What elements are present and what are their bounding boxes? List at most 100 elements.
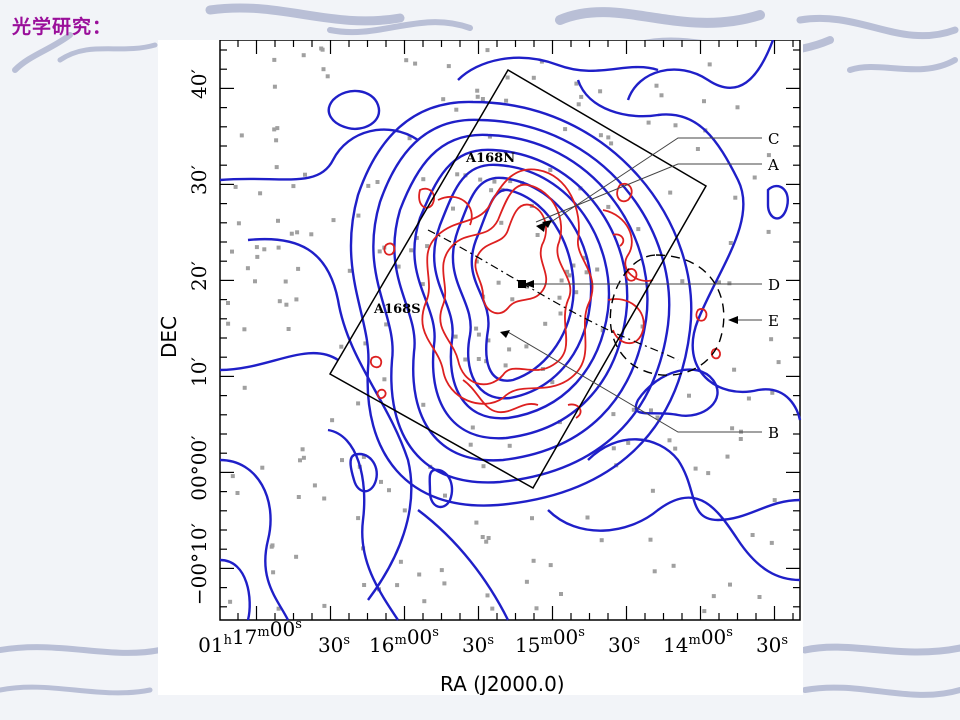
x-tick-label: 16m00s	[369, 625, 439, 657]
galaxy-point	[611, 412, 616, 417]
galaxy-point	[260, 465, 265, 470]
galaxy-point	[732, 367, 737, 372]
galaxy-point	[507, 347, 512, 352]
galaxy-point	[402, 508, 407, 513]
galaxy-point	[331, 218, 336, 223]
xray-contours	[369, 168, 721, 419]
galaxy-point	[524, 344, 529, 349]
galaxy-point	[535, 233, 540, 237]
galaxy-point	[387, 488, 391, 493]
galaxy-point	[226, 321, 231, 326]
galaxy-point	[600, 328, 605, 333]
annotation-label-c: C	[768, 130, 779, 148]
galaxy-point	[728, 241, 733, 245]
galaxy-point	[582, 255, 587, 260]
galaxy-point	[379, 479, 383, 484]
galaxy-point	[286, 327, 291, 331]
galaxy-point	[226, 301, 230, 305]
galaxy-point	[320, 47, 325, 52]
galaxy-point	[454, 107, 459, 112]
y-tick-label: 30′	[187, 165, 211, 195]
galaxy-point	[407, 136, 412, 141]
x-tick-label: 15m00s	[515, 625, 585, 657]
galaxy-point	[598, 133, 603, 138]
galaxy-point	[548, 167, 553, 172]
galaxy-point	[611, 446, 616, 451]
galaxy-point	[420, 282, 425, 287]
galaxy-point	[711, 594, 716, 599]
galaxy-point	[276, 606, 281, 611]
galaxy-point	[475, 88, 480, 93]
galaxy-point	[476, 332, 481, 337]
galaxy-point	[735, 105, 740, 110]
galaxy-point	[384, 322, 389, 327]
galaxy-point	[245, 266, 250, 271]
galaxy-point	[766, 153, 771, 158]
galaxy-point	[648, 537, 653, 542]
y-tick-label: −00°10′	[187, 522, 211, 605]
galaxy-point	[298, 458, 302, 463]
galaxy-point	[474, 326, 479, 331]
galaxy-point	[727, 281, 732, 286]
galaxy-point	[347, 268, 352, 273]
galaxy-point	[550, 380, 555, 385]
galaxy-point	[284, 302, 289, 307]
galaxy-point	[255, 254, 260, 259]
annotation-leaders	[507, 137, 762, 433]
galaxy-point	[770, 390, 775, 395]
x-tick-label: 01h17m00s	[198, 617, 302, 657]
galaxy-point	[294, 554, 299, 559]
galaxy-point	[451, 206, 455, 211]
galaxy-point	[673, 446, 678, 451]
galaxy-point	[480, 535, 485, 539]
galaxy-point	[585, 515, 590, 520]
annotation-label-d: D	[768, 276, 780, 294]
galaxy-point	[702, 99, 706, 104]
galaxy-point	[649, 408, 653, 413]
galaxy-point	[382, 377, 387, 382]
galaxy-point	[558, 311, 563, 316]
galaxy-point	[599, 538, 604, 543]
field-label-north: A168N	[465, 151, 515, 166]
galaxy-point	[606, 204, 611, 209]
galaxy-point	[530, 516, 534, 521]
galaxy-point	[414, 235, 419, 240]
galaxy-point	[413, 61, 418, 66]
galaxy-points	[226, 46, 781, 614]
galaxy-point	[325, 74, 330, 79]
galaxy-point	[442, 581, 447, 586]
galaxy-point	[446, 64, 451, 69]
galaxy-point	[507, 443, 512, 448]
galaxy-point	[242, 327, 247, 332]
galaxy-point	[276, 245, 281, 250]
galaxy-point	[539, 59, 544, 64]
galaxy-point	[717, 280, 721, 285]
galaxy-point	[757, 595, 762, 599]
galaxy-point	[559, 278, 564, 283]
galaxy-point	[271, 570, 276, 575]
galaxy-point	[258, 191, 263, 196]
galaxy-point	[652, 569, 657, 574]
galaxy-point	[262, 247, 267, 252]
galaxy-point	[631, 407, 636, 412]
galaxy-point	[571, 263, 576, 268]
galaxy-point	[606, 135, 611, 140]
galaxy-point	[543, 321, 548, 326]
galaxy-point	[474, 520, 479, 525]
galaxy-point	[277, 299, 282, 304]
x-tick-label: 30s	[462, 633, 494, 657]
galaxy-point	[733, 195, 738, 200]
galaxy-point	[236, 221, 241, 226]
galaxy-point	[242, 385, 247, 390]
field-label-south: A168S	[373, 302, 421, 317]
galaxy-point	[421, 177, 426, 182]
galaxy-point	[508, 179, 513, 184]
galaxy-point	[598, 89, 603, 94]
x-tick-label: 30s	[608, 633, 640, 657]
galaxy-point	[510, 297, 515, 302]
galaxy-point	[492, 179, 497, 184]
galaxy-point	[485, 593, 490, 598]
galaxy-point	[375, 180, 380, 184]
galaxy-point	[565, 269, 570, 274]
galaxy-point	[468, 442, 473, 447]
